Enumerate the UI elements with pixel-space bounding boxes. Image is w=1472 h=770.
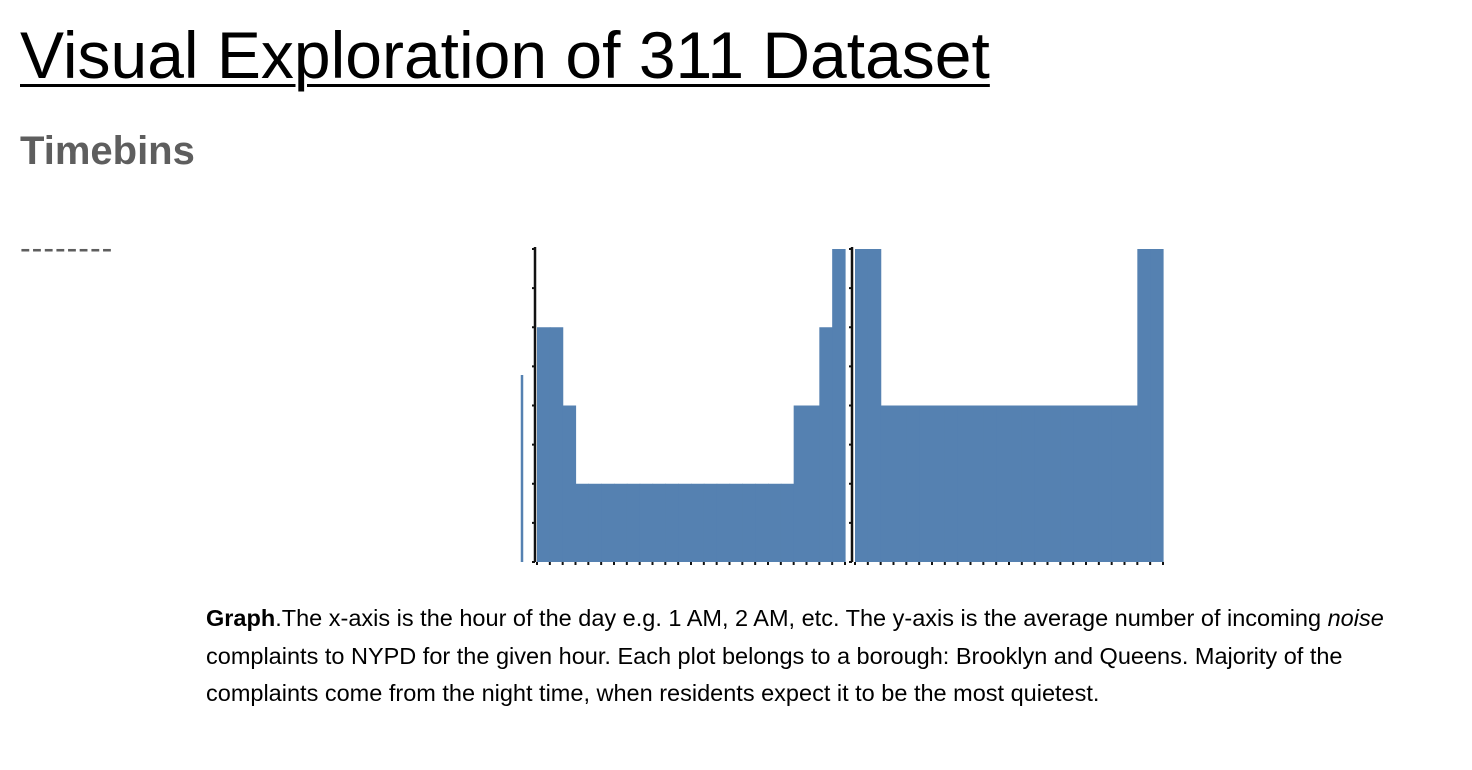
hourly-noise-complaints-chart (520, 247, 1164, 565)
bar-hour-3 (893, 405, 907, 562)
caption-lead: Graph (206, 605, 276, 631)
bar-hour-5 (919, 405, 933, 562)
divider: -------- (20, 230, 114, 266)
bar-hour-1 (549, 327, 564, 562)
bar-hour-0 (855, 249, 869, 562)
bar-hour-17 (1073, 405, 1087, 562)
bar-hour-1 (867, 249, 882, 562)
borough-panel-2 (849, 247, 1164, 565)
bar-hour-11 (996, 405, 1010, 562)
bar-hour-16 (1060, 405, 1074, 562)
caption-emphasis: noise (1327, 605, 1384, 631)
bar-hour-14 (716, 483, 731, 562)
bar-hour-12 (691, 483, 705, 562)
bar-hour-13 (1021, 405, 1036, 562)
bar-hour-2 (562, 405, 577, 562)
bar-hour-23 (1150, 249, 1164, 562)
bar-hour-22 (1137, 249, 1151, 562)
bar-hour-10 (983, 405, 997, 562)
bar-hour-12 (1009, 405, 1023, 562)
bar-hour-11 (678, 483, 692, 562)
bar-hour-23 (832, 249, 846, 562)
bar-hour-5 (601, 483, 615, 562)
bar-hour-9 (652, 483, 666, 562)
figure-caption: Graph.The x-axis is the hour of the day … (206, 600, 1456, 713)
bar-hour-10 (665, 483, 679, 562)
bar-hour-7 (944, 405, 959, 562)
bar-hour-20 (793, 405, 808, 562)
bar-hour-6 (932, 405, 946, 562)
bar-hour-18 (768, 483, 782, 562)
section-heading: Timebins (20, 129, 195, 173)
caption-text-2: complaints to NYPD for the given hour. E… (206, 642, 1343, 707)
bar-hour-21 (1124, 405, 1138, 562)
bar-hour-4 (588, 483, 602, 562)
page-title: Visual Exploration of 311 Dataset (20, 18, 990, 92)
bar-hour-4 (906, 405, 920, 562)
borough-panel-1 (532, 247, 846, 565)
bar-hour-0 (537, 327, 551, 562)
bar-hour-8 (639, 483, 654, 562)
bar-hour-19 (780, 483, 795, 562)
bar-hour-2 (880, 405, 895, 562)
bar-hour-18 (1086, 405, 1100, 562)
bar-hour-14 (1034, 405, 1049, 562)
bar-hour-17 (755, 483, 769, 562)
bar-hour-15 (1047, 405, 1061, 562)
bar-hour-21 (806, 405, 820, 562)
bar-hour-22 (819, 327, 833, 562)
bar-hour-9 (970, 405, 984, 562)
bar-hour-16 (742, 483, 756, 562)
bar-hour-13 (703, 483, 718, 562)
caption-text-1: .The x-axis is the hour of the day e.g. … (275, 605, 1328, 631)
bar-hour-15 (729, 483, 743, 562)
bar-hour-19 (1098, 405, 1113, 562)
bar-hour-6 (614, 483, 628, 562)
bar-hour-3 (575, 483, 589, 562)
bar-hour-8 (957, 405, 972, 562)
bar-hour-7 (626, 483, 641, 562)
bar-hour-20 (1111, 405, 1126, 562)
